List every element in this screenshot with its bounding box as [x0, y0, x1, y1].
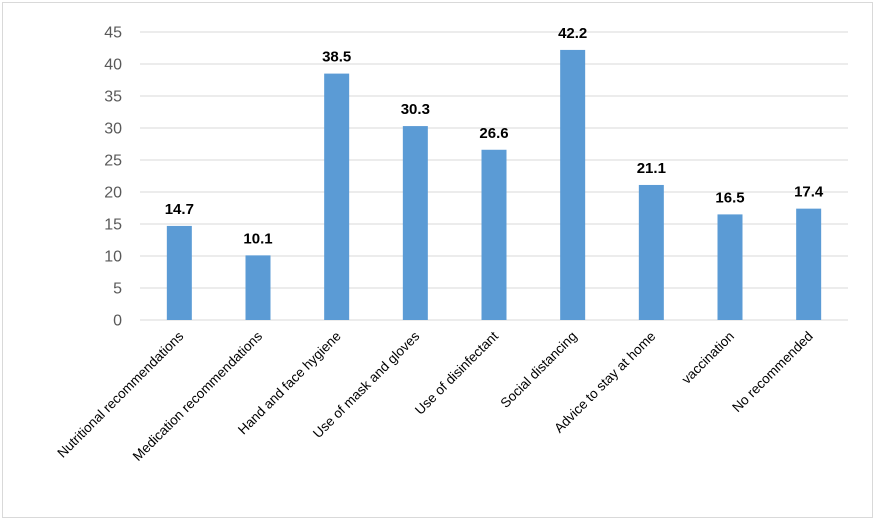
data-label: 17.4 [794, 184, 824, 201]
bars [166, 49, 822, 321]
y-tick-label: 10 [104, 249, 122, 266]
y-tick-label: 25 [104, 153, 122, 170]
bar [245, 255, 271, 320]
y-tick-label: 45 [104, 25, 122, 42]
bar [717, 214, 743, 320]
data-label: 14.7 [165, 201, 194, 218]
data-label: 26.6 [479, 125, 508, 142]
bar [638, 184, 664, 320]
data-label: 16.5 [715, 189, 744, 206]
y-tick-label: 20 [104, 185, 122, 202]
bar [166, 225, 192, 320]
data-label: 38.5 [322, 49, 351, 66]
bar [402, 126, 428, 320]
x-category-label: vaccination [679, 329, 737, 387]
data-labels: 14.7 10.1 38.5 30.3 26.6 42.2 21.1 16.5 17.4 [165, 25, 824, 247]
y-tick-label: 0 [113, 313, 122, 330]
x-category-label: Use of disinfectant [412, 328, 501, 417]
y-axis-tick-labels: 0 5 10 15 20 25 30 35 40 45 [104, 25, 122, 330]
y-tick-label: 15 [104, 217, 122, 234]
bar [324, 73, 350, 320]
bar [481, 149, 507, 320]
data-label: 10.1 [243, 230, 272, 247]
data-label: 30.3 [401, 101, 430, 118]
bar [560, 49, 586, 321]
x-category-label: No recommended [729, 329, 815, 415]
y-tick-label: 5 [113, 281, 122, 298]
y-tick-label: 30 [104, 121, 122, 138]
bar [796, 208, 822, 320]
data-label: 21.1 [637, 160, 666, 177]
y-tick-label: 35 [104, 89, 122, 106]
data-label: 42.2 [558, 25, 587, 42]
y-tick-label: 40 [104, 57, 122, 74]
x-category-label: Medication recommendations [130, 328, 265, 463]
x-category-label: Nutritional recommendations [54, 328, 186, 460]
x-category-label: Social distancing [498, 329, 580, 411]
